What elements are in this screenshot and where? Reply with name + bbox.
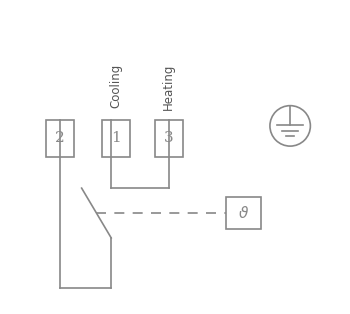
Text: 2: 2 <box>55 131 65 145</box>
Text: 3: 3 <box>164 131 174 145</box>
Text: Cooling: Cooling <box>109 64 122 108</box>
Text: 1: 1 <box>111 131 121 145</box>
Bar <box>155 120 183 157</box>
Bar <box>102 120 130 157</box>
Text: Heating: Heating <box>162 64 175 110</box>
Text: $\vartheta$: $\vartheta$ <box>238 205 249 221</box>
Bar <box>226 198 261 229</box>
Bar <box>46 120 74 157</box>
